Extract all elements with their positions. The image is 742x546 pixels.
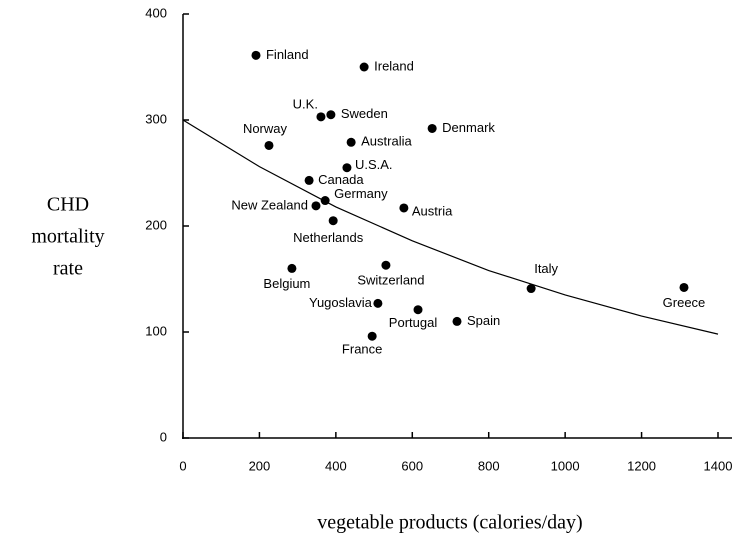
x-tick-label: 0 [179,458,186,473]
point-label: U.K. [293,96,318,111]
point-label: U.S.A. [355,157,393,172]
y-tick-label: 300 [145,111,167,126]
point-label: Austria [412,203,453,218]
point [452,316,462,326]
x-tick-label: 600 [401,458,423,473]
point [342,163,352,173]
point [679,282,689,292]
point [346,137,356,147]
point-label: Finland [266,47,309,62]
point-label: Ireland [374,58,414,73]
point-label: Canada [318,172,364,187]
point [326,110,336,120]
x-tick-label: 1400 [704,458,733,473]
point-label: Norway [243,121,288,136]
point [264,140,274,150]
y-tick-label: 100 [145,323,167,338]
y-axis-label: rate [53,258,83,280]
point [320,196,330,206]
point-label: New Zealand [231,197,308,212]
y-tick-label: 200 [145,217,167,232]
point [304,175,314,185]
point [413,305,423,315]
x-axis-label: vegetable products (calories/day) [317,512,582,534]
point-label: Spain [467,313,500,328]
point-label: Netherlands [293,230,364,245]
point [311,201,321,211]
point-label: Portugal [389,315,438,330]
x-tick-label: 800 [478,458,500,473]
y-tick-label: 0 [160,429,167,444]
point [381,260,391,270]
y-tick-label: 400 [145,5,167,20]
point [287,263,297,273]
y-axis-label: mortality [31,226,104,248]
point-label: France [342,342,382,357]
point [316,112,326,122]
point-label: Denmark [442,120,495,135]
x-tick-label: 1200 [627,458,656,473]
point [526,284,536,294]
point-label: Germany [334,186,388,201]
point-label: Sweden [341,106,388,121]
x-tick-label: 200 [249,458,271,473]
fit-curve [182,119,719,335]
point-label: Switzerland [357,273,424,288]
point [399,203,409,213]
y-axis-label: CHD [47,194,89,216]
point [359,62,369,72]
point-label: Belgium [263,276,310,291]
point [328,216,338,226]
point-label: Yugoslavia [309,295,373,310]
point [251,50,261,60]
point [427,123,437,133]
x-tick-label: 1000 [551,458,580,473]
point [367,331,377,341]
point-label: Greece [663,295,706,310]
x-tick-label: 400 [325,458,347,473]
point-label: Australia [361,134,412,149]
point [373,298,383,308]
point-label: Italy [534,261,558,276]
